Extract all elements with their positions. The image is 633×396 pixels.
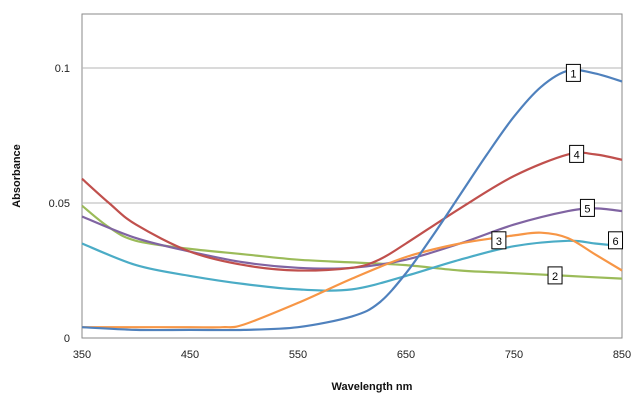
curve-label-box — [491, 231, 507, 250]
series-lines — [81, 68, 623, 332]
x-tick-label: 750 — [505, 349, 523, 361]
curve-label-text: 4 — [574, 149, 580, 161]
x-axis-ticks: 350 450 550 650 750 850 — [73, 349, 631, 361]
curve-label-1: 1 — [565, 63, 581, 82]
x-axis-title: Wavelength nm — [332, 381, 413, 393]
x-tick-label: 550 — [289, 349, 307, 361]
curve-label-3: 3 — [491, 231, 507, 250]
curve-label-box — [608, 231, 624, 250]
curve-label-box — [579, 198, 595, 217]
curve-label-text: 6 — [612, 236, 618, 248]
curve-label-5: 5 — [579, 198, 595, 217]
curve-labels: 1 2 3 4 5 6 — [491, 63, 624, 285]
series-line-6 — [81, 239, 623, 292]
curve-label-box — [565, 63, 581, 82]
curve-label-box — [547, 266, 563, 285]
series-line-4 — [81, 151, 623, 272]
y-axis-title: Absorbance — [11, 144, 23, 208]
curve-label-4: 4 — [569, 144, 585, 163]
curve-label-6: 6 — [608, 231, 624, 250]
curve-label-text: 5 — [584, 203, 590, 215]
y-tick-label: 0.05 — [49, 198, 70, 210]
series-line-1 — [81, 68, 623, 332]
series-line-3 — [81, 231, 623, 329]
curve-label-text: 1 — [570, 68, 576, 80]
curve-label-2: 2 — [547, 266, 563, 285]
curve-label-text: 3 — [496, 236, 502, 248]
gridlines — [82, 67, 622, 204]
y-tick-label: 0.1 — [55, 63, 70, 75]
x-tick-label: 650 — [397, 349, 415, 361]
y-tick-label: 0 — [64, 333, 70, 345]
curve-label-text: 2 — [552, 271, 558, 283]
x-tick-label: 850 — [613, 349, 631, 361]
x-tick-label: 350 — [73, 349, 91, 361]
series-line-2 — [81, 204, 623, 280]
curve-label-box — [569, 144, 585, 163]
y-axis-ticks: 0 0.05 0.1 — [49, 63, 70, 345]
plot-area — [81, 13, 623, 339]
x-tick-label: 450 — [181, 349, 199, 361]
